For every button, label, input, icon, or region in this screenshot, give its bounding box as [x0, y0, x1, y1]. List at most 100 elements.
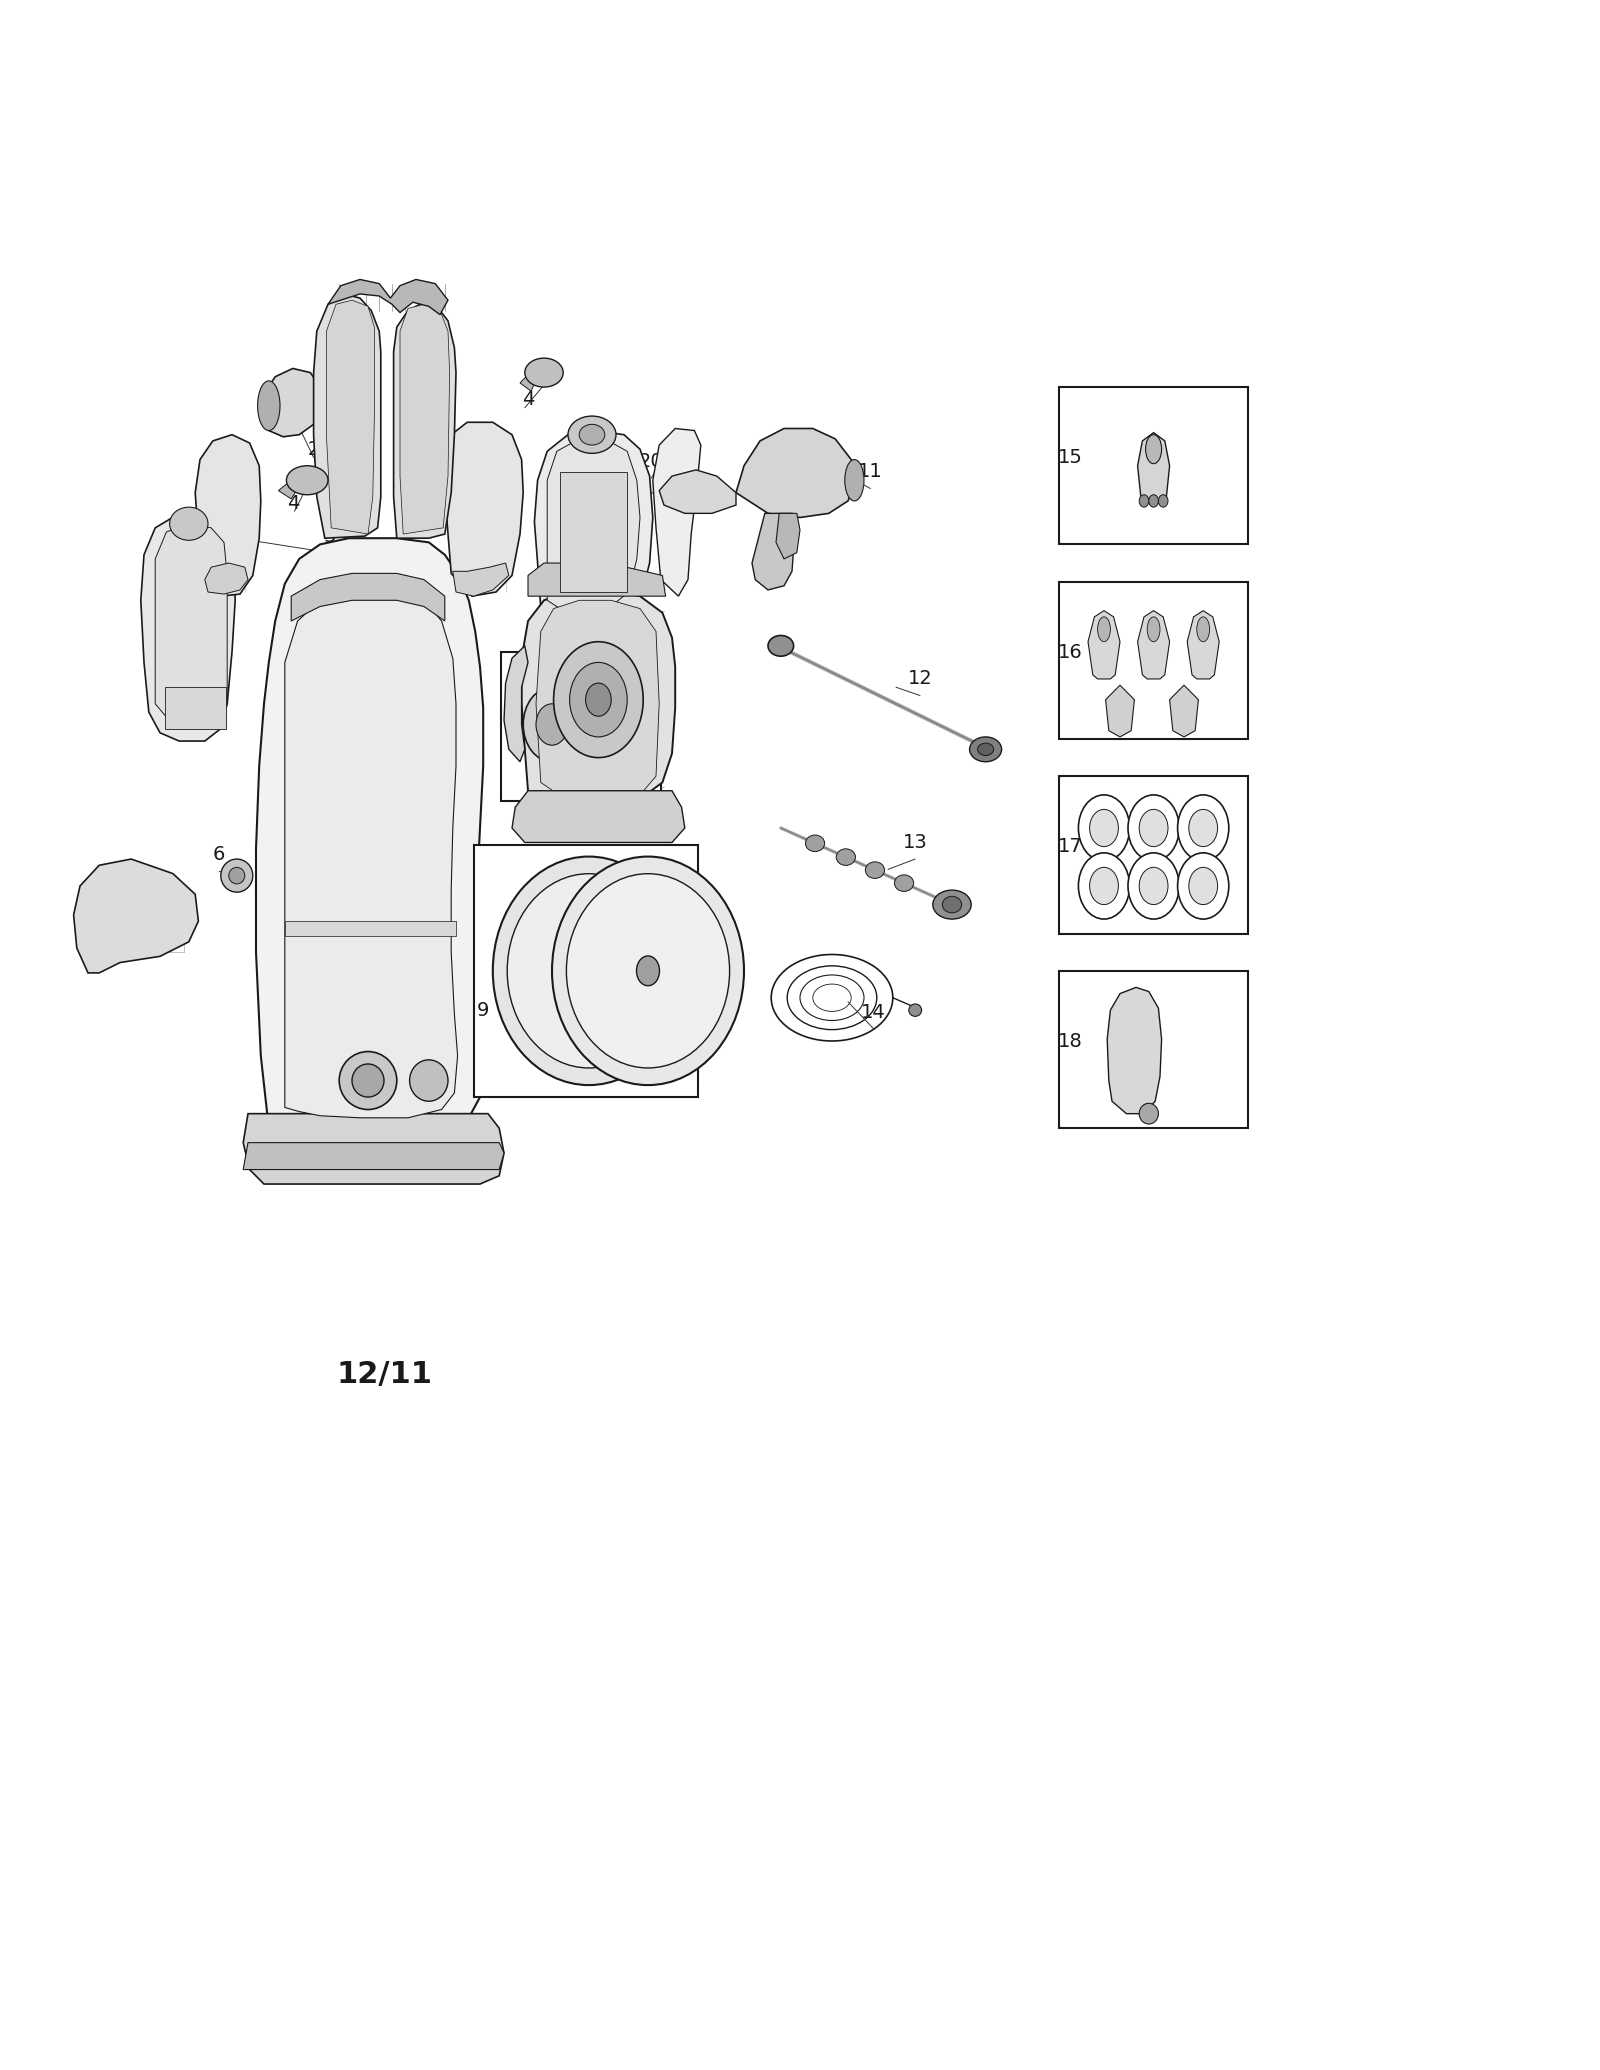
- Ellipse shape: [845, 460, 864, 501]
- Ellipse shape: [339, 1052, 397, 1110]
- Ellipse shape: [970, 737, 1002, 762]
- Text: 18: 18: [1058, 1031, 1083, 1052]
- Text: 2: 2: [307, 439, 320, 460]
- Text: 12: 12: [907, 669, 933, 689]
- Text: 12/11: 12/11: [336, 1360, 432, 1389]
- Text: 14: 14: [861, 1002, 886, 1023]
- Text: 13: 13: [902, 832, 928, 853]
- Ellipse shape: [1178, 795, 1229, 861]
- Ellipse shape: [1098, 617, 1110, 642]
- Ellipse shape: [1149, 495, 1158, 507]
- Polygon shape: [512, 791, 685, 842]
- Ellipse shape: [1128, 795, 1179, 861]
- Polygon shape: [285, 921, 456, 936]
- Text: 16: 16: [1058, 642, 1083, 662]
- Ellipse shape: [221, 859, 253, 892]
- Ellipse shape: [352, 1064, 384, 1097]
- Polygon shape: [520, 375, 536, 391]
- Bar: [560, 472, 627, 592]
- Ellipse shape: [578, 956, 600, 985]
- Ellipse shape: [410, 1060, 448, 1101]
- Polygon shape: [504, 646, 528, 762]
- Ellipse shape: [942, 896, 962, 913]
- Polygon shape: [1138, 611, 1170, 679]
- Bar: [1059, 582, 1248, 739]
- Text: 7: 7: [538, 708, 550, 729]
- Ellipse shape: [595, 698, 637, 751]
- Polygon shape: [394, 302, 456, 538]
- Ellipse shape: [493, 857, 685, 1085]
- Ellipse shape: [1078, 853, 1130, 919]
- Polygon shape: [1088, 611, 1120, 679]
- Ellipse shape: [579, 424, 605, 445]
- Text: 3: 3: [494, 526, 507, 546]
- Polygon shape: [453, 563, 509, 596]
- Polygon shape: [74, 859, 198, 973]
- Ellipse shape: [1147, 617, 1160, 642]
- Polygon shape: [1170, 685, 1198, 737]
- Ellipse shape: [933, 890, 971, 919]
- Bar: [1059, 971, 1248, 1128]
- Text: 19: 19: [154, 644, 179, 664]
- Bar: [165, 687, 226, 729]
- Text: 11: 11: [858, 462, 883, 482]
- Polygon shape: [256, 538, 483, 1141]
- Ellipse shape: [1189, 867, 1218, 905]
- Ellipse shape: [1189, 809, 1218, 847]
- Ellipse shape: [570, 662, 627, 737]
- Text: 4: 4: [286, 493, 299, 513]
- Ellipse shape: [768, 635, 794, 656]
- Text: 10: 10: [630, 714, 656, 735]
- Polygon shape: [291, 573, 445, 621]
- Text: 5: 5: [126, 917, 139, 938]
- Text: 8: 8: [357, 772, 370, 793]
- Text: 17: 17: [1058, 836, 1083, 857]
- Ellipse shape: [552, 857, 744, 1085]
- Ellipse shape: [1090, 867, 1118, 905]
- Ellipse shape: [586, 683, 611, 716]
- Bar: [1059, 776, 1248, 934]
- Text: 3: 3: [323, 526, 336, 546]
- Ellipse shape: [1197, 617, 1210, 642]
- Ellipse shape: [1146, 435, 1162, 464]
- Ellipse shape: [566, 874, 730, 1068]
- Polygon shape: [195, 435, 261, 596]
- Bar: [1059, 387, 1248, 544]
- Ellipse shape: [909, 1004, 922, 1016]
- Ellipse shape: [1158, 495, 1168, 507]
- Ellipse shape: [805, 834, 824, 851]
- Text: 1: 1: [429, 656, 442, 677]
- Polygon shape: [400, 304, 450, 534]
- Text: 20: 20: [638, 451, 664, 472]
- Ellipse shape: [554, 642, 643, 758]
- Ellipse shape: [536, 704, 568, 745]
- Text: 6: 6: [213, 845, 226, 865]
- Polygon shape: [445, 422, 523, 596]
- Polygon shape: [243, 1143, 504, 1170]
- Bar: [501, 652, 661, 801]
- Text: 15: 15: [1058, 447, 1083, 468]
- Ellipse shape: [1128, 853, 1179, 919]
- Ellipse shape: [525, 358, 563, 387]
- Text: 4: 4: [522, 389, 534, 410]
- Ellipse shape: [866, 861, 885, 878]
- Polygon shape: [776, 513, 800, 559]
- Ellipse shape: [1090, 809, 1118, 847]
- Ellipse shape: [568, 416, 616, 453]
- Polygon shape: [326, 300, 374, 534]
- Ellipse shape: [1078, 795, 1130, 861]
- Polygon shape: [314, 294, 381, 538]
- Ellipse shape: [605, 710, 627, 739]
- Bar: [474, 845, 698, 1097]
- Polygon shape: [1187, 611, 1219, 679]
- Polygon shape: [328, 279, 448, 315]
- Polygon shape: [205, 563, 248, 594]
- Polygon shape: [285, 594, 458, 1118]
- Polygon shape: [278, 480, 299, 499]
- Polygon shape: [1107, 987, 1162, 1114]
- Ellipse shape: [1139, 867, 1168, 905]
- Ellipse shape: [978, 743, 994, 756]
- Polygon shape: [653, 428, 701, 596]
- Polygon shape: [264, 368, 320, 437]
- Polygon shape: [293, 468, 322, 493]
